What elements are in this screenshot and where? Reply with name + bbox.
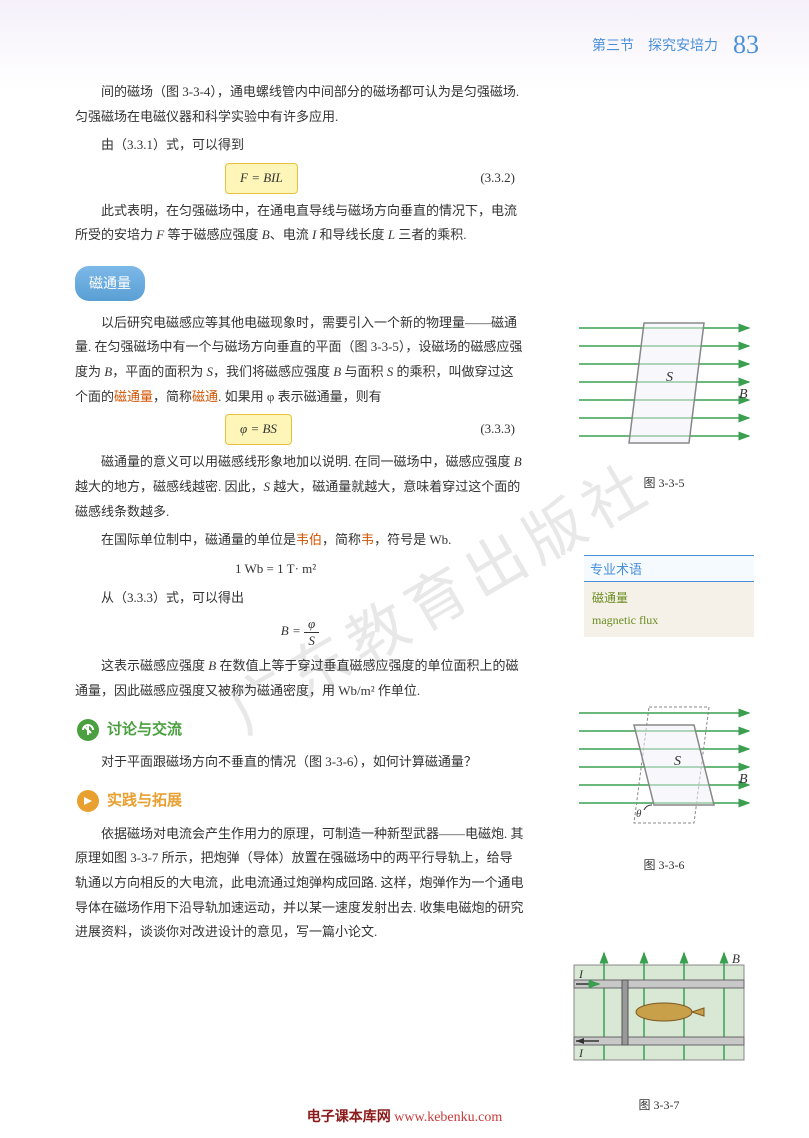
svg-text:B: B <box>732 951 740 966</box>
practice-icon <box>75 788 101 814</box>
figure-337: I I B 图 3-3-7 <box>564 945 754 1113</box>
discuss-title: 讨论与交流 <box>107 716 182 745</box>
figure-335: S B 图 3-3-5 <box>574 313 754 491</box>
paragraph: 此式表明，在匀强磁场中，在通电直导线与磁场方向垂直的情况下，电流所受的安培力 F… <box>75 199 525 248</box>
paragraph: 间的磁场（图 3-3-4），通电螺线管内中间部分的磁场都可认为是匀强磁场. 匀强… <box>75 80 525 129</box>
highlight-term: 磁通 <box>192 389 218 404</box>
main-content: 间的磁场（图 3-3-4），通电螺线管内中间部分的磁场都可认为是匀强磁场. 匀强… <box>75 80 525 949</box>
paragraph: 这表示磁感应强度 B 在数值上等于穿过垂直磁感应强度的单位面积上的磁通量，因此磁… <box>75 654 525 703</box>
formula: 1 Wb = 1 T· m² <box>235 557 525 582</box>
paragraph: 依据磁场对电流会产生作用力的原理，可制造一种新型武器——电磁炮. 其原理如图 3… <box>75 822 525 945</box>
svg-text:B: B <box>739 772 748 787</box>
paragraph: 从（3.3.3）式，可以得出 <box>75 586 525 611</box>
formula: F = BIL <box>225 163 298 194</box>
header-section: 第三节 探究安培力 <box>592 35 718 55</box>
paragraph: 在国际单位制中，磁通量的单位是韦伯，简称韦，符号是 Wb. <box>75 528 525 553</box>
footer-url: www.kebenku.com <box>394 1110 502 1125</box>
formula: B = φS <box>75 616 525 648</box>
figure-caption: 图 3-3-5 <box>574 474 754 491</box>
terminology-box: 专业术语 磁通量 magnetic flux <box>584 555 754 637</box>
formula: φ = BS <box>225 414 292 445</box>
discuss-icon <box>75 717 101 743</box>
svg-text:B: B <box>739 387 748 402</box>
practice-title: 实践与拓展 <box>107 787 182 816</box>
discuss-heading: 讨论与交流 <box>75 716 525 745</box>
term-cn: 磁通量 <box>592 588 746 610</box>
practice-heading: 实践与拓展 <box>75 787 525 816</box>
figure-caption: 图 3-3-6 <box>574 856 754 873</box>
formula-number: (3.3.3) <box>480 417 515 442</box>
formula-row: F = BIL (3.3.2) <box>75 163 525 194</box>
section-heading: 磁通量 <box>75 266 145 301</box>
page-number: 83 <box>733 30 759 60</box>
paragraph: 对于平面跟磁场方向不垂直的情况（图 3-3-6），如何计算磁通量？ <box>75 750 525 775</box>
paragraph: 由（3.3.1）式，可以得到 <box>75 133 525 158</box>
paragraph: 以后研究电磁感应等其他电磁现象时，需要引入一个新的物理量——磁通量. 在匀强磁场… <box>75 311 525 410</box>
highlight-term: 韦 <box>361 532 374 547</box>
term-header: 专业术语 <box>584 555 754 582</box>
highlight-term: 磁通量 <box>114 389 153 404</box>
svg-text:θ: θ <box>636 808 642 820</box>
svg-text:S: S <box>674 754 681 769</box>
highlight-term: 韦伯 <box>296 532 322 547</box>
footer: 电子课本库网 www.kebenku.com <box>0 1106 809 1126</box>
formula-row: φ = BS (3.3.3) <box>75 414 525 445</box>
figure-336: S B θ 图 3-3-6 <box>574 695 754 873</box>
footer-label: 电子课本库网 <box>307 1110 391 1125</box>
formula-number: (3.3.2) <box>480 166 515 191</box>
paragraph: 磁通量的意义可以用磁感线形象地加以说明. 在同一磁场中，磁感应强度 B 越大的地… <box>75 450 525 524</box>
svg-text:S: S <box>666 370 673 385</box>
term-en: magnetic flux <box>592 610 746 632</box>
